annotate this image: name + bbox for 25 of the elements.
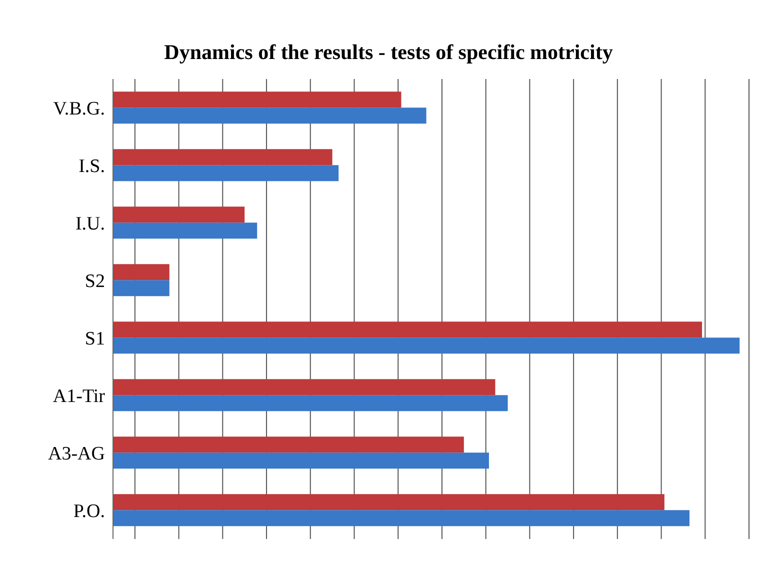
bar (113, 510, 690, 526)
chart-title: Dynamics of the results - tests of specific motricity (163, 40, 614, 65)
y-tick-label: A3-AG (48, 443, 106, 464)
bar (113, 108, 426, 124)
y-tick-label: V.B.G. (53, 98, 105, 120)
bar (113, 206, 245, 223)
y-tick-label: P.O. (73, 500, 105, 522)
bar (113, 494, 664, 510)
bar (113, 338, 740, 354)
bar (113, 165, 339, 182)
y-tick-label: I.S. (78, 156, 105, 177)
bar (113, 280, 170, 296)
y-tick-label: A1-Tir (52, 386, 106, 407)
bar (113, 92, 402, 108)
bar (113, 264, 170, 280)
bar (113, 395, 508, 412)
bar (113, 222, 258, 239)
y-tick-label: I.U. (75, 213, 105, 234)
bar (113, 436, 464, 453)
bar (113, 379, 496, 396)
bar (113, 452, 489, 469)
bar (113, 149, 332, 166)
bar (113, 322, 702, 338)
y-tick-label: S2 (84, 270, 105, 292)
y-tick-label: S1 (84, 328, 105, 350)
